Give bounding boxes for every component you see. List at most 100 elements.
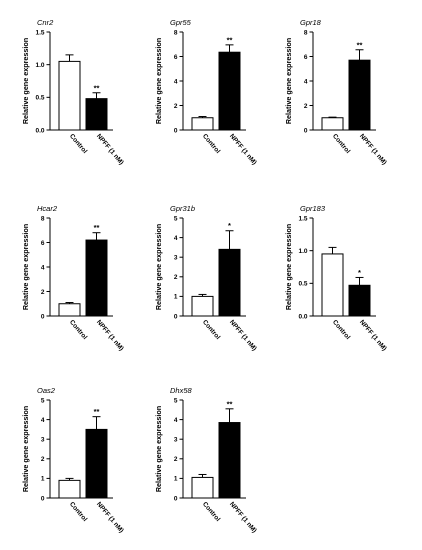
y-tick-label: 0 [174, 127, 178, 134]
bar-npff [218, 422, 241, 499]
y-tick-label: 0.0 [298, 313, 307, 320]
significance-marker: ** [357, 40, 363, 49]
category-label-npff: NPFF (1 nM) [228, 501, 258, 535]
y-tick-label: 4 [304, 78, 308, 85]
category-label-npff: NPFF (1 nM) [358, 319, 388, 353]
category-label-control: Control [68, 501, 88, 523]
y-tick-label: 1.5 [35, 29, 44, 36]
y-axis-label: Relative gene expression [154, 224, 163, 310]
category-label-control: Control [68, 319, 88, 341]
y-tick-label: 4 [174, 78, 178, 85]
y-axis-label: Relative gene expression [154, 38, 163, 124]
y-tick-label: 6 [41, 240, 45, 247]
significance-marker: * [358, 268, 361, 277]
bar-npff [348, 284, 371, 317]
y-axis-label: Relative gene expression [284, 224, 293, 310]
category-label-npff: NPFF (1 nM) [95, 319, 125, 353]
significance-marker: ** [94, 83, 100, 92]
chart-title: Oas2 [37, 386, 56, 395]
y-tick-label: 0 [304, 127, 308, 134]
category-label-npff: NPFF (1 nM) [358, 133, 388, 167]
y-tick-label: 3 [41, 437, 45, 444]
bar-control [58, 479, 81, 499]
chart-panel-oas2: Oas2 Relative gene expression 0 1 2 3 4 5 Contro… [21, 386, 125, 534]
category-label-npff: NPFF (1 nM) [228, 133, 258, 167]
y-tick-label: 4 [41, 264, 45, 271]
bar-npff [85, 428, 108, 499]
y-axis-label: Relative gene expression [21, 224, 30, 310]
bar-npff [218, 248, 241, 317]
bar-npff [85, 98, 108, 131]
category-label-npff: NPFF (1 nM) [95, 501, 125, 535]
y-tick-label: 8 [41, 215, 45, 222]
y-tick-label: 2 [41, 456, 45, 463]
bar-control [191, 476, 214, 499]
y-tick-label: 0.5 [35, 95, 44, 102]
chart-panel-hcar2: Hcar2 Relative gene expression 0 2 4 6 8 Contro… [21, 204, 125, 352]
y-tick-label: 2 [41, 289, 45, 296]
chart-panel-dhx58: Dhx58 Relative gene expression 0 1 2 3 4 5 Contr… [154, 386, 258, 534]
y-tick-label: 4 [41, 417, 45, 424]
significance-marker: ** [94, 407, 100, 416]
y-tick-label: 0 [174, 313, 178, 320]
bar-control [191, 295, 214, 317]
bar-npff [85, 239, 108, 317]
y-tick-label: 4 [174, 235, 178, 242]
category-label-control: Control [331, 133, 351, 155]
category-label-control: Control [68, 133, 88, 155]
y-axis-label: Relative gene expression [21, 406, 30, 492]
chart-panel-gpr18: Gpr18 Relative gene expression 0 2 4 6 8 Contro… [284, 18, 388, 166]
bar-npff [348, 59, 371, 131]
y-axis-label: Relative gene expression [284, 38, 293, 124]
bar-control [191, 117, 214, 131]
y-tick-label: 2 [174, 274, 178, 281]
chart-title: Gpr18 [300, 18, 322, 27]
category-label-npff: NPFF (1 nM) [95, 133, 125, 167]
y-tick-label: 5 [41, 397, 45, 404]
significance-marker: ** [227, 399, 233, 408]
y-tick-label: 2 [304, 103, 308, 110]
y-tick-label: 3 [174, 255, 178, 262]
category-label-npff: NPFF (1 nM) [228, 319, 258, 353]
bar-npff [218, 51, 241, 131]
bar-control [58, 60, 81, 131]
y-tick-label: 0 [41, 313, 45, 320]
bar-control [321, 253, 344, 317]
chart-title: Hcar2 [37, 204, 58, 213]
y-tick-label: 1 [174, 294, 178, 301]
y-tick-label: 1 [174, 476, 178, 483]
y-tick-label: 1 [41, 476, 45, 483]
y-axis-label: Relative gene expression [21, 38, 30, 124]
chart-title: Gpr55 [170, 18, 192, 27]
y-tick-label: 1.5 [298, 215, 307, 222]
significance-marker: * [228, 221, 231, 230]
y-tick-label: 0 [41, 495, 45, 502]
category-label-control: Control [201, 501, 221, 523]
y-tick-label: 6 [304, 54, 308, 61]
y-tick-label: 0.5 [298, 281, 307, 288]
y-axis-label: Relative gene expression [154, 406, 163, 492]
y-tick-label: 1.0 [35, 62, 44, 69]
category-label-control: Control [201, 319, 221, 341]
y-tick-label: 6 [174, 54, 178, 61]
y-tick-label: 0.0 [35, 127, 44, 134]
chart-title: Dhx58 [170, 386, 193, 395]
y-tick-label: 8 [174, 29, 178, 36]
significance-marker: ** [227, 35, 233, 44]
chart-title: Gpr183 [300, 204, 326, 213]
y-tick-label: 0 [174, 495, 178, 502]
y-tick-label: 2 [174, 456, 178, 463]
chart-title: Cnr2 [37, 18, 54, 27]
category-label-control: Control [201, 133, 221, 155]
bar-control [58, 303, 81, 317]
category-label-control: Control [331, 319, 351, 341]
chart-panel-gpr31b: Gpr31b Relative gene expression 0 1 2 3 4 5 Cont… [154, 204, 258, 352]
y-tick-label: 2 [174, 103, 178, 110]
y-tick-label: 8 [304, 29, 308, 36]
bar-control [321, 117, 344, 131]
y-tick-label: 4 [174, 417, 178, 424]
chart-panel-gpr183: Gpr183 Relative gene expression 0.0 0.5 1.0 1… [284, 204, 388, 352]
chart-title: Gpr31b [170, 204, 195, 213]
significance-marker: ** [94, 223, 100, 232]
